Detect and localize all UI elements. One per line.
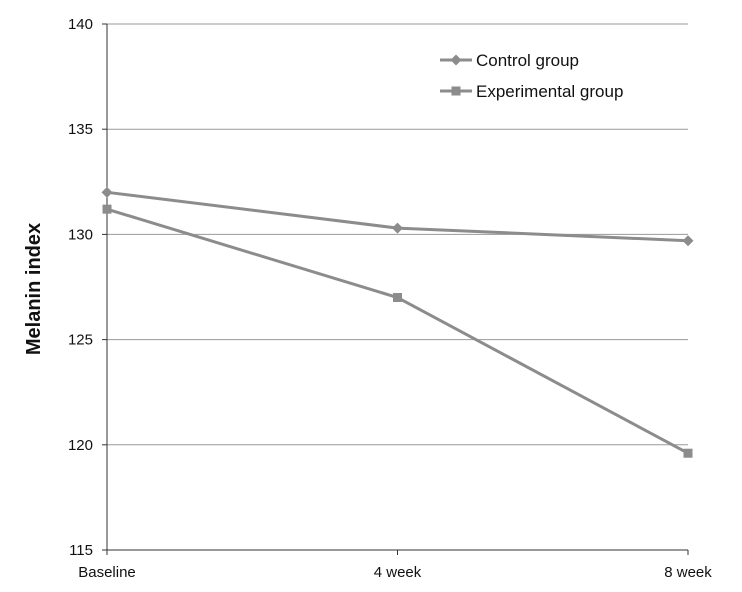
x-tick-label: 8 week [664,564,712,581]
y-tick-labels: 115 120 125 130 135 140 [68,16,107,559]
legend-label: Control group [476,51,579,70]
y-tick-label: 135 [68,121,93,138]
series-experimental-group [102,204,693,458]
y-tick-label: 115 [69,542,93,559]
series-line [106,207,689,455]
legend-item: Experimental group [440,82,623,101]
data-point [101,186,113,198]
data-point [683,448,693,458]
legend-swatch-marker [451,86,461,96]
series-layer [101,186,694,458]
legend-label: Experimental group [476,82,623,101]
x-tick-label: Baseline [78,564,136,581]
data-point [392,222,403,234]
legend: Control group Experimental group [440,51,623,101]
x-tick-label: 4 week [374,564,422,581]
y-tick-label: 125 [68,332,93,349]
y-tick-label: 120 [68,437,93,454]
x-tick-labels: Baseline 4 week 8 week [78,550,712,581]
axes [106,24,688,551]
data-point [102,204,112,214]
y-axis-title: Melanin index [23,223,45,355]
data-point [682,235,694,247]
series-control-group [101,186,694,247]
legend-swatch-marker [450,54,462,66]
legend-item: Control group [440,51,579,70]
gridlines [107,23,688,446]
y-tick-label: 130 [68,226,93,243]
data-point [393,293,402,303]
y-tick-label: 140 [68,16,93,33]
